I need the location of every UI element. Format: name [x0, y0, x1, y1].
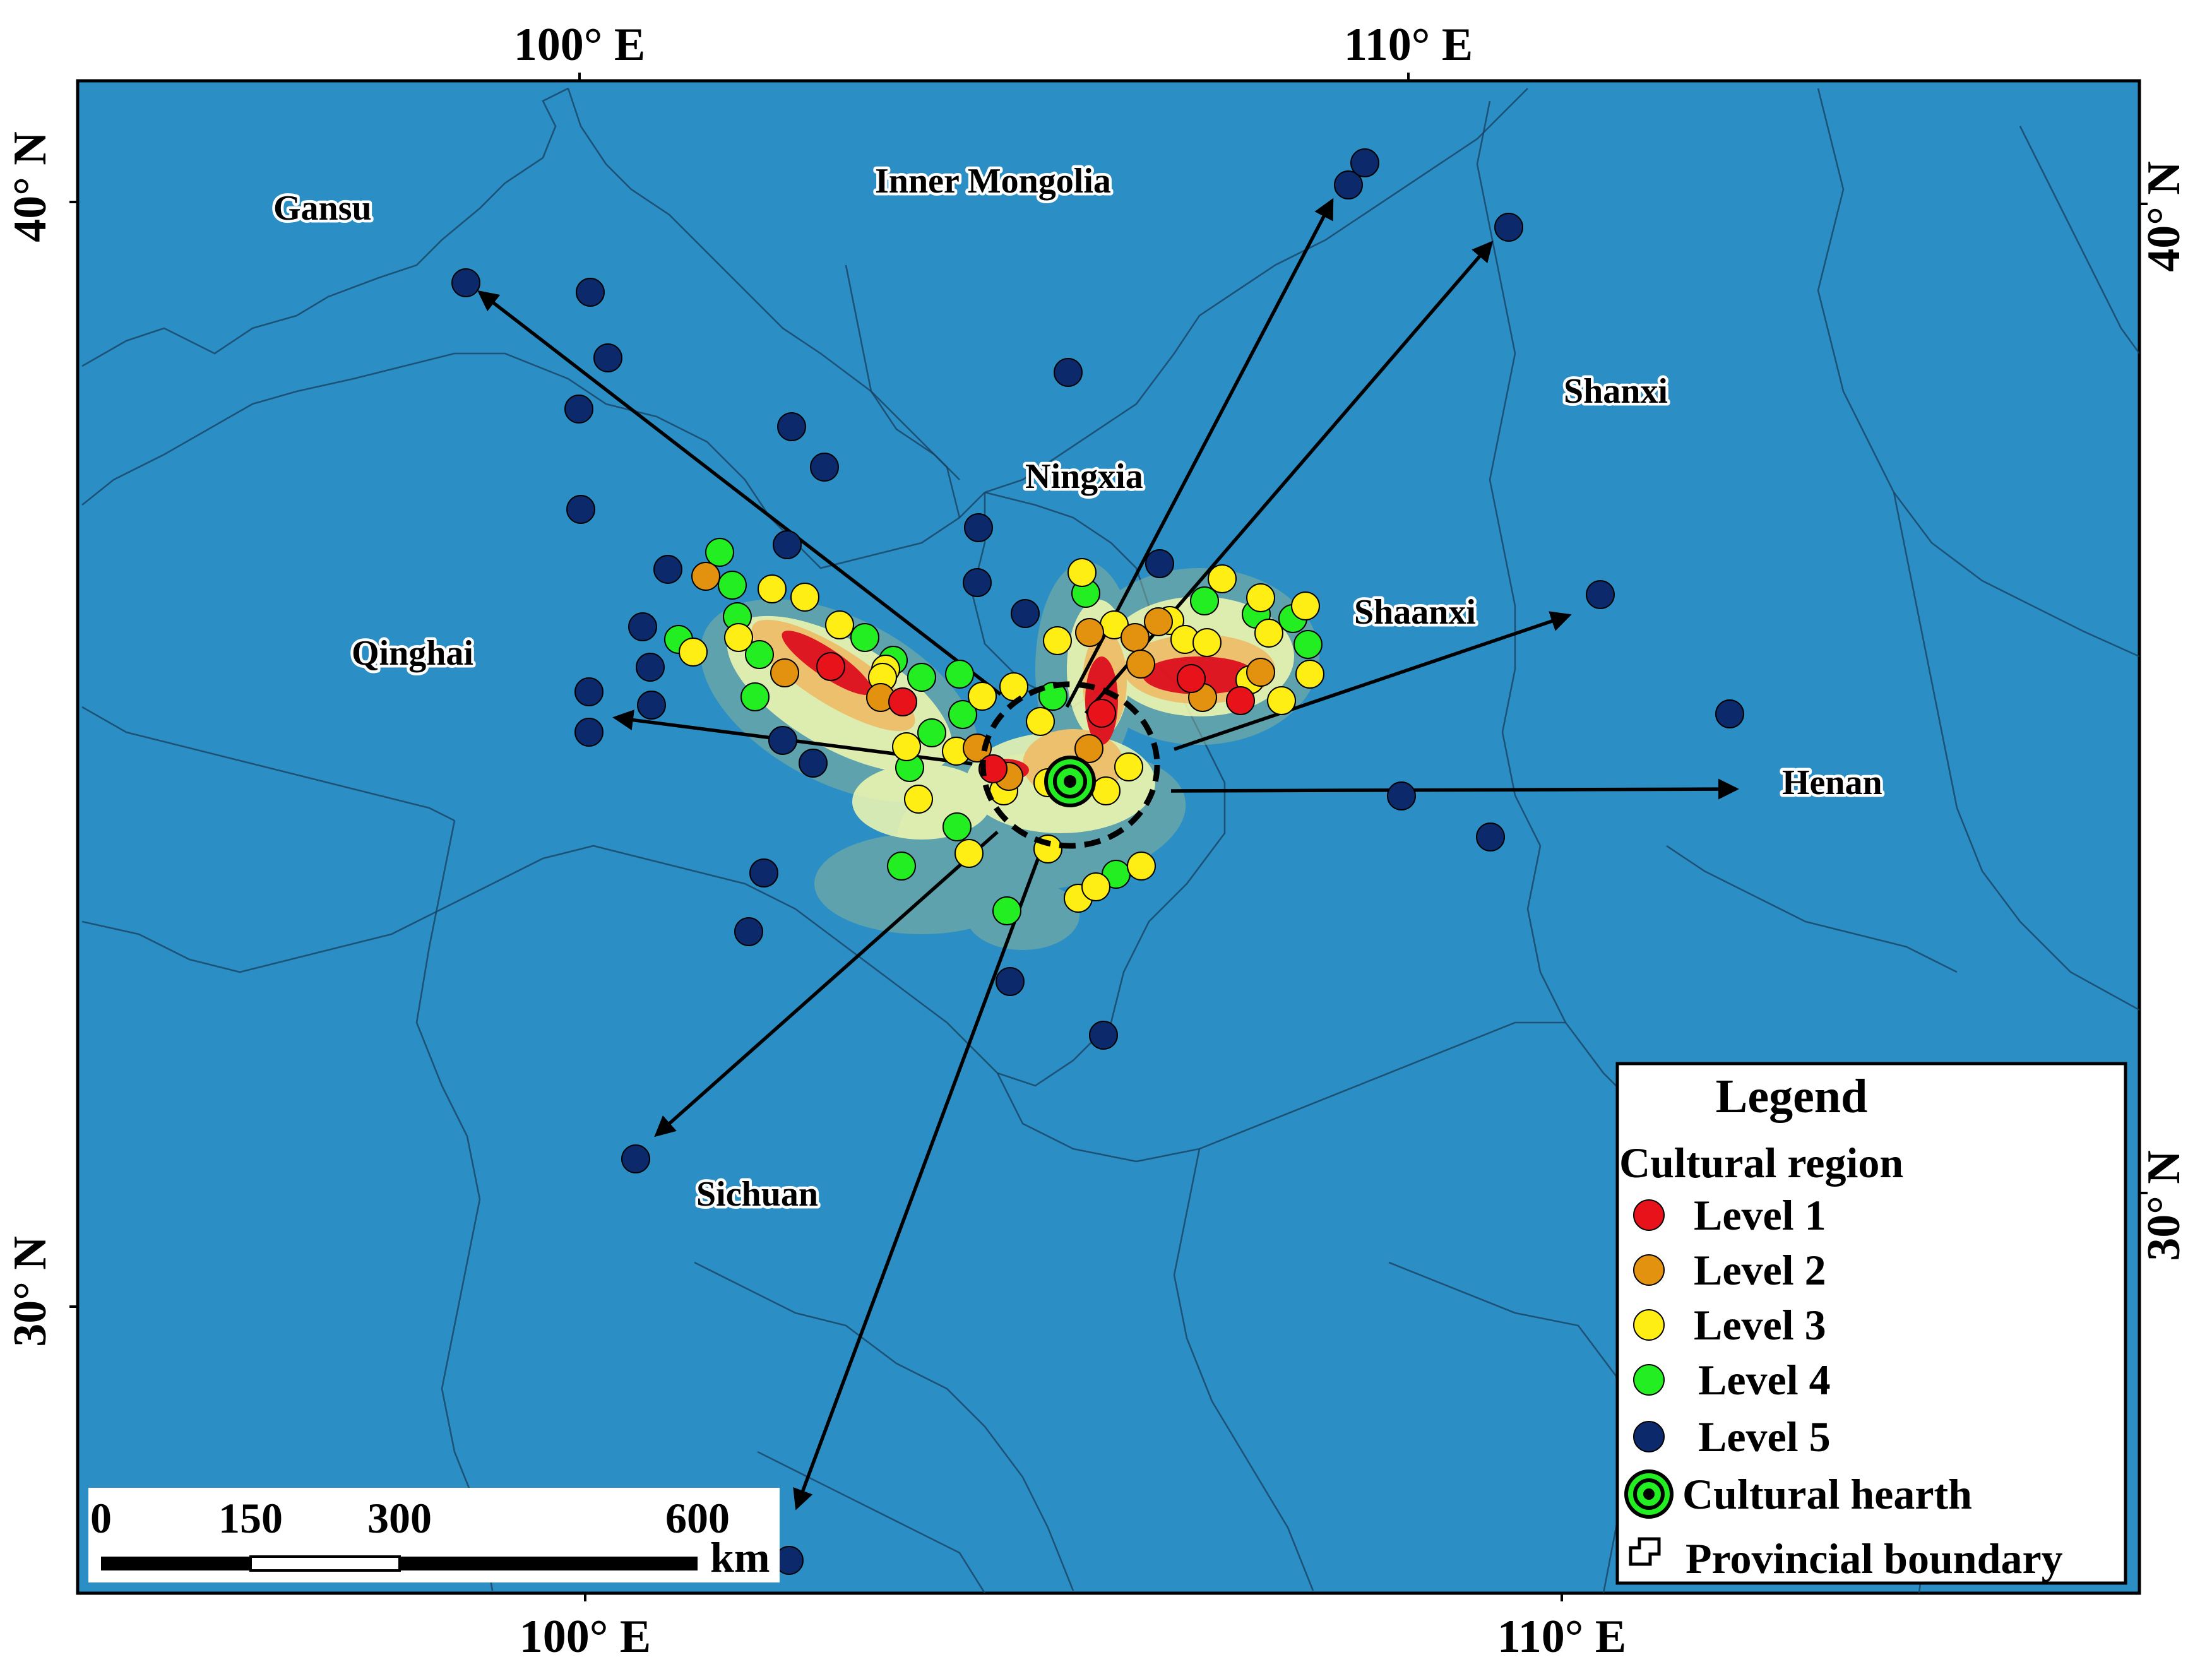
arrow-northwest [477, 290, 1002, 696]
axis-ticks [69, 73, 2148, 1601]
label-qinghai: Qinghai [352, 634, 473, 673]
legend-label-level4: Level 4 [1698, 1356, 1831, 1404]
label-sichuan: Sichuan [696, 1175, 818, 1214]
legend-swatch-level3 [1633, 1309, 1665, 1341]
right-lat-label-40: 40° N [2138, 161, 2190, 272]
legend-title: Legend [1716, 1070, 1868, 1123]
arrow-south [793, 848, 1044, 1511]
scale-unit: km [710, 1533, 770, 1581]
top-lon-label-100: 100° E [514, 19, 645, 71]
scale-tick-600: 600 [665, 1494, 730, 1542]
provincial-boundaries [81, 87, 2139, 1593]
label-gansu: Gansu [273, 189, 372, 228]
diffusion-arrows [477, 198, 1739, 1511]
province-labels: Gansu Inner Mongolia Ningxia Shanxi Qing… [271, 159, 1886, 1217]
right-lat-label-30: 30° N [2138, 1150, 2190, 1261]
arrow-east [1170, 778, 1739, 800]
legend-boundary-icon [1629, 1537, 1661, 1566]
legend-subtitle: Cultural region [1619, 1139, 1903, 1187]
bottom-lon-label-100: 100° E [520, 1611, 651, 1663]
legend-label-level2: Level 2 [1694, 1246, 1826, 1294]
scale-bar: 0 150 300 600 km [88, 1488, 780, 1582]
legend-label-level1: Level 1 [1694, 1191, 1826, 1239]
legend-swatch-level5 [1633, 1421, 1665, 1452]
legend-swatch-level4 [1633, 1364, 1665, 1396]
legend-label-level5: Level 5 [1698, 1413, 1831, 1461]
cultural-hearth-icon [1044, 756, 1096, 807]
scale-tick-0: 0 [90, 1494, 112, 1542]
label-shanxi: Shanxi [1564, 372, 1668, 411]
legend-swatch-level2 [1633, 1254, 1665, 1286]
legend-label-boundary: Provincial boundary [1686, 1534, 2063, 1582]
top-lon-label-110: 110° E [1344, 19, 1473, 71]
label-henan: Henan [1782, 763, 1882, 802]
level5-points [451, 148, 1744, 1575]
arrow-east-north [1174, 611, 1572, 751]
scale-tick-150: 150 [218, 1494, 283, 1542]
label-shaanxi: Shaanxi [1354, 593, 1476, 632]
left-lat-label-30: 30° N [4, 1236, 56, 1347]
label-inner-mongolia: Inner Mongolia [875, 162, 1111, 201]
label-ningxia: Ningxia [1025, 457, 1143, 496]
left-lat-label-40: 40° N [4, 131, 56, 242]
legend-hearth-icon [1624, 1469, 1674, 1519]
scale-tick-300: 300 [367, 1494, 432, 1542]
axis-labels: 100° E 110° E 100° E 110° E 40° N 30° N … [4, 19, 2190, 1663]
legend-label-hearth: Cultural hearth [1682, 1470, 1972, 1518]
legend-label-level3: Level 3 [1694, 1301, 1826, 1349]
arrow-southwest [654, 830, 999, 1137]
legend: Legend Cultural region Level 1 Level 2 L… [1615, 1062, 2127, 1585]
bottom-lon-label-110: 110° E [1497, 1611, 1626, 1663]
legend-swatch-level1 [1633, 1199, 1665, 1231]
hearth-boundary [980, 681, 1160, 849]
